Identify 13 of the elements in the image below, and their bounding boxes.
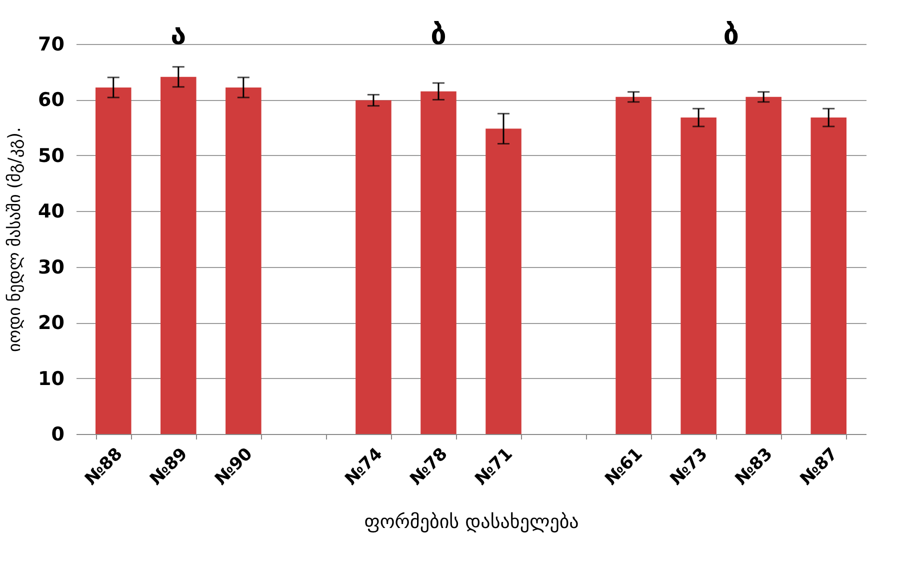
y-tick-label: 20: [38, 312, 64, 334]
y-tick-label: 0: [51, 424, 64, 446]
y-tick-label: 50: [38, 144, 64, 167]
y-tick-label: 40: [38, 200, 64, 223]
annotation: ა: [170, 18, 186, 51]
y-tick-label: 10: [38, 368, 64, 390]
y-axis-title: იოდი ნედლ მასაში (მგ/კგ).: [5, 127, 26, 352]
annotation: ბ: [430, 18, 446, 51]
y-tick-label: 70: [38, 34, 64, 56]
annotation: ბ: [723, 18, 739, 51]
x-axis-title: ფორმების დასახელება: [364, 511, 579, 534]
y-tick-label: 60: [38, 89, 64, 112]
y-tick-label: 30: [38, 256, 64, 278]
